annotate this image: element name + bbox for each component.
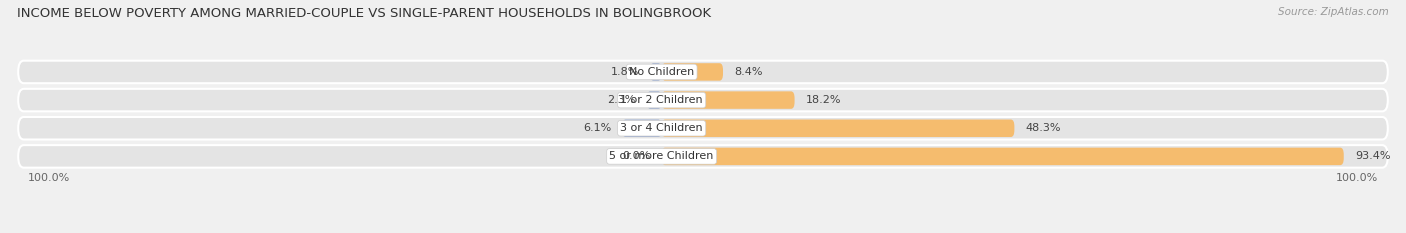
FancyBboxPatch shape <box>18 89 1388 111</box>
Text: Source: ZipAtlas.com: Source: ZipAtlas.com <box>1278 7 1389 17</box>
FancyBboxPatch shape <box>647 91 662 109</box>
Text: 48.3%: 48.3% <box>1025 123 1062 133</box>
Text: 18.2%: 18.2% <box>806 95 841 105</box>
Legend: Married Couples, Single Parents: Married Couples, Single Parents <box>588 231 818 233</box>
Text: 100.0%: 100.0% <box>28 172 70 182</box>
Text: 6.1%: 6.1% <box>583 123 612 133</box>
Text: INCOME BELOW POVERTY AMONG MARRIED-COUPLE VS SINGLE-PARENT HOUSEHOLDS IN BOLINGB: INCOME BELOW POVERTY AMONG MARRIED-COUPL… <box>17 7 711 20</box>
Text: 100.0%: 100.0% <box>1336 172 1378 182</box>
FancyBboxPatch shape <box>662 91 794 109</box>
FancyBboxPatch shape <box>662 120 1014 137</box>
Text: 8.4%: 8.4% <box>734 67 762 77</box>
FancyBboxPatch shape <box>18 61 1388 83</box>
FancyBboxPatch shape <box>18 117 1388 140</box>
Text: 0.0%: 0.0% <box>623 151 651 161</box>
Text: 3 or 4 Children: 3 or 4 Children <box>620 123 703 133</box>
FancyBboxPatch shape <box>623 120 662 137</box>
FancyBboxPatch shape <box>650 63 662 81</box>
Text: No Children: No Children <box>628 67 695 77</box>
Text: 2.3%: 2.3% <box>607 95 636 105</box>
Text: 1 or 2 Children: 1 or 2 Children <box>620 95 703 105</box>
Text: 5 or more Children: 5 or more Children <box>609 151 714 161</box>
Text: 1.8%: 1.8% <box>610 67 638 77</box>
FancyBboxPatch shape <box>662 148 1344 165</box>
FancyBboxPatch shape <box>662 63 723 81</box>
Text: 93.4%: 93.4% <box>1355 151 1391 161</box>
FancyBboxPatch shape <box>18 145 1388 168</box>
